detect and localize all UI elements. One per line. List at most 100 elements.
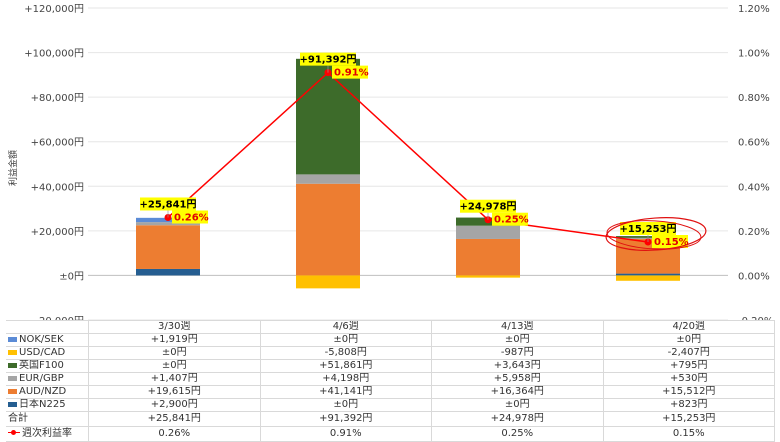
data-table: 3/30週 4/6週 4/13週 4/20週 NOK/SEK +1,919円 ±0円 ±0円 ±… bbox=[6, 320, 775, 442]
table-cell: +4,198円 bbox=[259, 372, 432, 386]
y-axis-right: -0.20% 0.00% 0.20% 0.40% 0.60% 0.80% 1.00% 1.20… bbox=[738, 4, 773, 320]
table-cell: +5,958円 bbox=[431, 372, 604, 386]
table-cell: 4/6週 bbox=[259, 320, 432, 334]
row-header: EUR/GBP bbox=[6, 372, 89, 386]
table-cell: 0.25% bbox=[431, 426, 604, 442]
row-header-label: 日本N225 bbox=[19, 399, 66, 411]
total-label-bg bbox=[300, 52, 356, 66]
row-header: 合計 bbox=[6, 411, 89, 427]
total-label-bg bbox=[460, 199, 516, 213]
table-cell: 3/30週 bbox=[88, 320, 261, 334]
row-header-label: EUR/GBP bbox=[19, 373, 64, 385]
bar-segment bbox=[456, 238, 520, 276]
weekly-profit-chart: -20,000円 ±0円 +20,000円 +40,000円 +60,000円 +80,0… bbox=[7, 4, 773, 320]
y2-tick-label: 0.80% bbox=[738, 93, 770, 104]
total-label-bg bbox=[620, 222, 676, 235]
total-label: +91,392円 bbox=[300, 54, 357, 66]
table-cell: +25,841円 bbox=[88, 411, 261, 427]
row-header-label: 合計 bbox=[8, 413, 28, 424]
bar-segment bbox=[136, 222, 200, 226]
rate-label-bg bbox=[172, 210, 208, 224]
row-header: 週次利益率 bbox=[6, 426, 89, 442]
row-header bbox=[6, 320, 89, 334]
row-header-label: 週次利益率 bbox=[22, 428, 72, 439]
table-row: 日本N225 +2,900円 ±0円 ±0円 +823円 bbox=[6, 398, 775, 412]
table-cell: -987円 bbox=[431, 346, 604, 360]
table-cell: +15,253円 bbox=[602, 411, 775, 427]
y-tick-label: +60,000円 bbox=[31, 138, 84, 149]
table-cell: ±0円 bbox=[602, 333, 775, 347]
total-label: +25,841円 bbox=[140, 198, 197, 210]
table-cell: +16,364円 bbox=[431, 385, 604, 399]
category-row: 3/30週 4/6週 4/13週 4/20週 bbox=[6, 320, 775, 334]
row-header: AUD/NZD bbox=[6, 385, 89, 399]
y-axis-left: -20,000円 ±0円 +20,000円 +40,000円 +60,000円 +80,0… bbox=[24, 4, 84, 320]
y-tick-label: +80,000円 bbox=[31, 93, 84, 104]
rate-line bbox=[164, 69, 652, 246]
rate-label: 0.25% bbox=[494, 215, 529, 226]
legend-swatch bbox=[8, 349, 17, 355]
highlight-ellipse bbox=[605, 217, 707, 251]
total-row: 合計 +25,841円 +91,392円 +24,978円 +15,253円 bbox=[6, 411, 775, 427]
table-cell: 4/13週 bbox=[431, 320, 604, 334]
y2-tick-label: 1.20% bbox=[738, 4, 770, 15]
rate-row: 週次利益率 0.26% 0.91% 0.25% 0.15% bbox=[6, 426, 775, 442]
y2-tick-label: 0.00% bbox=[738, 271, 770, 282]
highlight-circle bbox=[605, 217, 707, 251]
y-tick-label: +100,000円 bbox=[24, 49, 84, 60]
table-row: AUD/NZD +19,615円 +41,141円 +16,364円 +15,512円 bbox=[6, 385, 775, 399]
table-cell: +1,407円 bbox=[88, 372, 261, 386]
stacked-bars bbox=[136, 58, 680, 289]
rate-label: 0.15% bbox=[654, 237, 689, 248]
table-cell: +3,643円 bbox=[431, 359, 604, 373]
y2-tick-label: 0.40% bbox=[738, 182, 770, 193]
table-cell: -5,808円 bbox=[259, 346, 432, 360]
total-label-bg bbox=[140, 197, 196, 211]
y2-tick-label: -0.20% bbox=[738, 316, 773, 320]
rate-label-bg bbox=[652, 235, 688, 248]
row-header-label: USD/CAD bbox=[19, 347, 66, 359]
y-tick-label: +20,000円 bbox=[31, 227, 84, 238]
row-header-label: AUD/NZD bbox=[19, 386, 67, 398]
row-header-label: NOK/SEK bbox=[19, 334, 64, 346]
legend-swatch bbox=[8, 362, 17, 368]
bar-segment bbox=[456, 225, 520, 239]
table-cell: ±0円 bbox=[259, 398, 432, 412]
bar-segment bbox=[296, 183, 360, 276]
table-row: NOK/SEK +1,919円 ±0円 ±0円 ±0円 bbox=[6, 333, 775, 347]
table-row: USD/CAD ±0円 -5,808円 -987円 -2,407円 bbox=[6, 346, 775, 360]
table-row: EUR/GBP +1,407円 +4,198円 +5,958円 +530円 bbox=[6, 372, 775, 386]
row-header: NOK/SEK bbox=[6, 333, 89, 347]
y-tick-label: +120,000円 bbox=[24, 4, 84, 15]
table-cell: +2,900円 bbox=[88, 398, 261, 412]
table-cell: +530円 bbox=[602, 372, 775, 386]
table-cell: ±0円 bbox=[259, 333, 432, 347]
rate-label: 0.26% bbox=[174, 212, 209, 223]
bar-segment bbox=[136, 268, 200, 276]
table-cell: ±0円 bbox=[431, 333, 604, 347]
table-cell: ±0円 bbox=[88, 359, 261, 373]
legend-swatch bbox=[8, 336, 17, 342]
table-cell: +15,512円 bbox=[602, 385, 775, 399]
table-cell: +823円 bbox=[602, 398, 775, 412]
total-label: +15,253円 bbox=[620, 223, 677, 235]
y2-tick-label: 0.60% bbox=[738, 138, 770, 149]
table-cell: +41,141円 bbox=[259, 385, 432, 399]
table-cell: 0.26% bbox=[88, 426, 261, 442]
row-header: 日本N225 bbox=[6, 398, 89, 412]
bar-segment bbox=[616, 273, 680, 276]
y-tick-label: -20,000円 bbox=[35, 316, 84, 320]
table-cell: +91,392円 bbox=[259, 411, 432, 427]
bar-segment bbox=[616, 275, 680, 281]
legend-swatch bbox=[8, 401, 17, 407]
bar-segment bbox=[456, 275, 520, 278]
data-labels: +25,841円 0.26% +91,392円 0.91% +24,978円 0.25% +… bbox=[140, 52, 689, 248]
bar-segment bbox=[136, 225, 200, 269]
table-cell: +19,615円 bbox=[88, 385, 261, 399]
table-cell: ±0円 bbox=[431, 398, 604, 412]
row-header: USD/CAD bbox=[6, 346, 89, 360]
y-tick-label: ±0円 bbox=[59, 271, 84, 282]
rate-label-bg bbox=[492, 212, 528, 226]
bar-segment bbox=[296, 275, 360, 289]
y2-tick-label: 0.20% bbox=[738, 227, 770, 238]
